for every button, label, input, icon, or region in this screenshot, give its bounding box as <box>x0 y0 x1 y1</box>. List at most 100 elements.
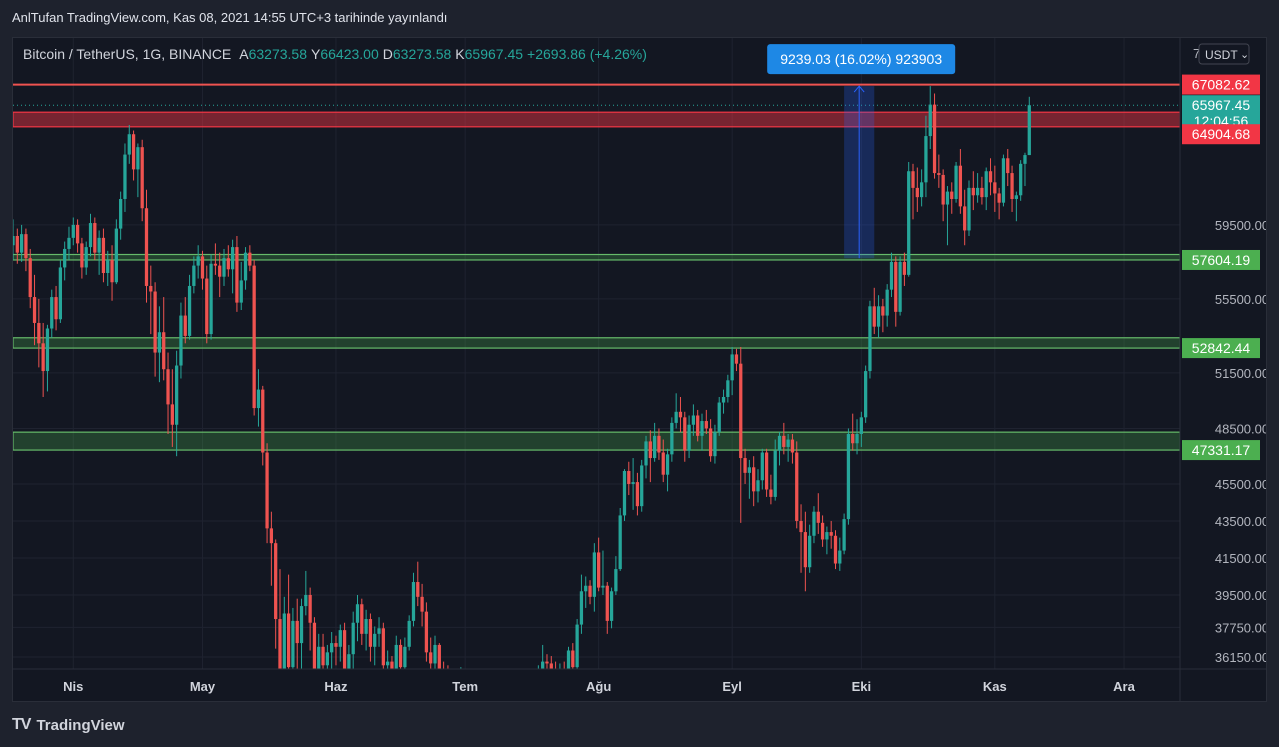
candle-body <box>420 596 424 612</box>
x-tick-label: Tem <box>452 679 478 694</box>
candle <box>554 661 557 676</box>
candle <box>691 404 696 436</box>
candle-body <box>218 265 222 277</box>
candle-body <box>971 187 975 196</box>
candle-body <box>433 644 437 664</box>
candle-body <box>864 371 868 418</box>
candle <box>739 347 743 523</box>
candle <box>734 348 739 372</box>
candle <box>443 661 445 669</box>
candle-body <box>54 297 58 320</box>
plot-area <box>13 83 1180 701</box>
candle-body <box>795 452 799 521</box>
candle-body <box>1019 163 1023 196</box>
candle-body <box>790 439 795 453</box>
candle <box>820 515 825 547</box>
candle <box>726 374 730 403</box>
publish-line: AnlTufan TradingView.com, Kas 08, 2021 1… <box>12 10 448 25</box>
candlestick-chart[interactable]: 59500.00 55500.00 51500.00 48500.00 45500.00… <box>13 38 1266 701</box>
candle <box>618 508 622 571</box>
candle <box>41 322 45 397</box>
zone-resistance-0 <box>13 111 1180 128</box>
currency-dropdown-icon: ⌄ <box>1240 49 1249 61</box>
chart-frame[interactable]: 59500.00 55500.00 51500.00 48500.00 45500.00… <box>12 37 1267 702</box>
candle-body <box>808 535 812 568</box>
zone-support-1 <box>13 253 1180 261</box>
candle-body <box>45 328 50 372</box>
candle-body <box>446 678 449 693</box>
candle-body <box>963 206 967 231</box>
candle-body <box>304 594 308 607</box>
candle <box>37 298 41 368</box>
candle <box>24 228 28 272</box>
candle-body <box>993 182 997 194</box>
candle <box>704 409 708 434</box>
candle-body <box>601 585 605 588</box>
candle <box>941 169 945 222</box>
candle <box>50 289 54 338</box>
candle-body <box>153 291 157 353</box>
candle-body <box>451 693 454 701</box>
candle <box>648 430 652 483</box>
candle-body <box>192 265 196 286</box>
candle <box>149 265 153 335</box>
candle <box>58 260 63 323</box>
zone-price-label: 64904.68 <box>1192 126 1251 142</box>
candle <box>760 448 764 490</box>
candle <box>420 583 424 627</box>
candle-body <box>545 661 549 664</box>
x-tick-label: Eki <box>852 679 872 694</box>
candle <box>170 369 174 447</box>
candle-body <box>136 147 140 170</box>
candle <box>437 643 441 669</box>
candle-body <box>407 620 411 647</box>
legend-K: 65967.45 <box>465 46 524 62</box>
candle-body <box>721 396 726 403</box>
candle-body <box>907 171 911 275</box>
candle-body <box>183 315 187 336</box>
candle <box>429 637 433 669</box>
candle <box>932 93 937 179</box>
candle-body <box>691 415 696 425</box>
candle <box>614 556 618 595</box>
candle <box>317 633 321 669</box>
candle <box>131 130 136 181</box>
candle <box>963 189 967 246</box>
candle-body <box>855 433 859 444</box>
candle-body <box>377 628 381 634</box>
candle <box>782 422 786 455</box>
legend-change: +2693.86 (+4.26%) <box>527 46 647 62</box>
candle-body <box>58 267 63 320</box>
candle-body <box>554 669 557 676</box>
candle-body <box>825 532 829 540</box>
candle <box>559 663 561 669</box>
candle <box>855 419 859 455</box>
candle-body <box>347 654 351 669</box>
candle-body <box>532 699 535 701</box>
candle-body <box>381 628 385 666</box>
candle <box>769 474 773 505</box>
candle <box>325 644 329 669</box>
candle-body <box>730 354 734 381</box>
candle <box>756 469 760 503</box>
candle-body <box>640 465 644 507</box>
candle-body <box>958 165 963 207</box>
x-tick-label: Haz <box>324 679 348 694</box>
zone-price-label: 57604.19 <box>1192 252 1251 268</box>
candle <box>889 252 894 298</box>
candle-body <box>179 315 183 366</box>
candle-body <box>394 644 398 669</box>
candle <box>575 619 579 669</box>
candle <box>381 622 385 669</box>
candle <box>721 389 726 414</box>
candle-body <box>416 582 420 597</box>
candle <box>588 580 592 605</box>
candle-body <box>291 620 295 668</box>
candle-body <box>317 646 321 669</box>
x-tick-label: Nis <box>63 679 83 694</box>
candle-body <box>256 389 261 409</box>
candle <box>902 252 907 286</box>
candle <box>84 241 88 275</box>
candle <box>563 661 565 669</box>
candle <box>674 393 678 429</box>
